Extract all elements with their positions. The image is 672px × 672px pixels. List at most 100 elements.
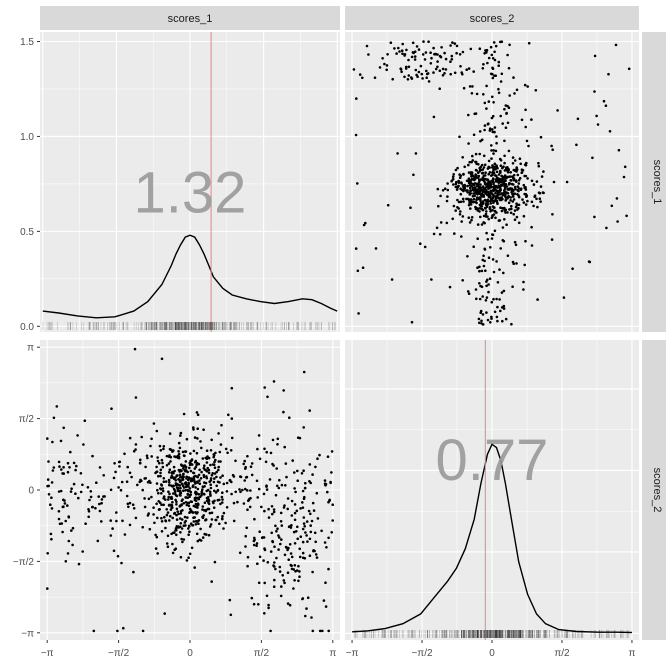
scatter-point <box>499 309 502 313</box>
scatter-point <box>252 543 256 547</box>
scatter-point <box>160 530 164 533</box>
scatter-point <box>496 178 499 182</box>
scatter-point <box>263 612 266 615</box>
scatter-point <box>324 484 327 487</box>
scatter-point <box>196 487 200 491</box>
x-tick-label: π/2 <box>254 648 270 659</box>
scatter-point <box>476 223 480 226</box>
scatter-point <box>58 465 61 468</box>
scatter-point <box>289 563 293 567</box>
scatter-point <box>487 195 491 199</box>
scatter-point <box>193 496 197 500</box>
scatter-point <box>323 541 327 544</box>
scatter-point <box>478 269 481 273</box>
scatter-point <box>425 69 428 73</box>
scatter-point <box>159 468 163 472</box>
scatter-point <box>282 579 286 582</box>
scatter-point <box>77 562 81 566</box>
scatter-point <box>195 475 199 478</box>
scatter-point <box>413 58 417 61</box>
scatter-point <box>491 76 495 80</box>
scatter-point <box>542 170 545 173</box>
scatter-point <box>432 71 435 74</box>
scatter-point <box>279 594 283 598</box>
scatter-point <box>276 484 279 488</box>
scatter-point <box>435 226 439 230</box>
scatter-point <box>406 78 410 81</box>
scatter-point <box>210 438 213 442</box>
scatter-point <box>474 182 477 185</box>
scatter-point <box>188 463 192 467</box>
scatter-point <box>188 530 191 533</box>
scatter-point <box>302 370 306 374</box>
scatter-point <box>46 587 49 590</box>
scatter-point <box>477 191 481 195</box>
scatter-point <box>312 509 316 512</box>
scatter-point <box>507 175 510 179</box>
scatter-point <box>300 472 304 475</box>
scatter-point <box>378 66 382 69</box>
scatter-point <box>298 436 302 440</box>
scatter-point <box>194 482 197 485</box>
scatter-point <box>488 127 492 130</box>
scatter-point <box>513 240 517 244</box>
scatter-point <box>134 443 138 446</box>
scatter-point <box>168 468 172 472</box>
scatter-point <box>185 475 188 479</box>
scatter-point <box>97 495 100 498</box>
density-line <box>352 443 632 634</box>
scatter-point <box>432 115 436 119</box>
scatter-point <box>234 459 237 463</box>
scatter-point <box>576 117 580 121</box>
scatter-point <box>126 502 130 506</box>
scatter-point <box>215 484 218 488</box>
scatter-point <box>490 317 493 320</box>
scatter-point <box>503 187 507 190</box>
scatter-point <box>430 56 433 60</box>
scatter-point <box>155 470 159 474</box>
scatter-point <box>51 440 54 444</box>
scatter-point <box>201 457 205 460</box>
scatter-point <box>49 532 53 536</box>
scatter-point <box>61 505 65 509</box>
scatter-point <box>218 498 221 502</box>
scatter-point <box>87 515 90 519</box>
scatter-point <box>467 177 471 180</box>
scatter-point <box>256 496 260 499</box>
scatter-point <box>358 73 362 76</box>
scatter-point <box>187 533 190 536</box>
scatter-point <box>330 450 334 453</box>
scatter-point <box>179 555 183 559</box>
scatter-point <box>116 629 119 633</box>
scatter-point <box>491 95 494 99</box>
scatter-point <box>275 529 278 533</box>
scatter-point <box>422 40 425 43</box>
scatter-point <box>510 207 513 211</box>
scatter-point <box>482 194 486 198</box>
scatter-point <box>245 526 248 530</box>
scatter-point <box>262 492 266 496</box>
scatter-point <box>262 559 265 562</box>
scatter-point <box>91 505 94 509</box>
scatter-point <box>228 479 232 482</box>
scatter-point <box>473 194 477 198</box>
scatter-point <box>441 189 445 192</box>
scatter-point <box>325 546 328 549</box>
scatter-point <box>69 490 73 493</box>
scatter-point <box>537 161 540 165</box>
scatter-point <box>305 534 308 537</box>
scatter-point <box>293 503 297 506</box>
scatter-point <box>100 498 104 501</box>
scatter-point <box>468 160 472 164</box>
scatter-point <box>136 483 139 487</box>
scatter-point <box>179 494 182 497</box>
scatter-point <box>514 243 518 247</box>
scatter-point <box>524 186 527 189</box>
scatter-point <box>301 551 305 555</box>
scatter-point <box>293 511 297 515</box>
scatter-point <box>98 466 102 469</box>
scatter-point <box>195 532 199 536</box>
scatter-point <box>482 63 485 66</box>
scatter-point <box>474 288 478 291</box>
scatter-point <box>457 181 461 184</box>
